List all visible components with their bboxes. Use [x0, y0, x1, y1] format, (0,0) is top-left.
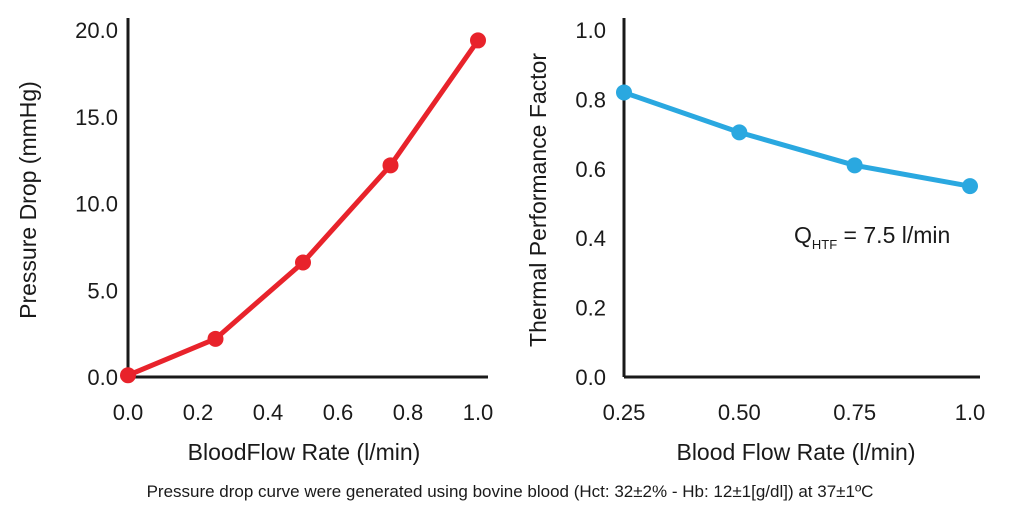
tpf-y-tick-label: 0.4 — [575, 226, 606, 251]
tpf-data-point — [616, 84, 632, 101]
pd-x-axis-label: BloodFlow Rate (l/min) — [188, 439, 421, 465]
tpf-x-tick-label: 0.75 — [833, 400, 876, 425]
footnote: Pressure drop curve were generated using… — [146, 482, 874, 501]
pd-y-tick-label: 0.0 — [87, 365, 118, 390]
thermal-performance-chart: 0.0 0.2 0.4 0.6 0.8 1.0 0.25 0.50 0.75 1.0 Blood F… — [525, 18, 985, 465]
qhtf-annotation: QHTF = 7.5 l/min — [794, 222, 950, 252]
tpf-x-tick-label: 0.50 — [718, 400, 761, 425]
pd-data-point — [120, 367, 136, 384]
pd-series-line — [125, 37, 481, 378]
pd-x-tick-label: 0.6 — [323, 400, 354, 425]
tpf-y-tick-label: 1.0 — [575, 18, 606, 43]
pd-x-tick-label: 1.0 — [463, 400, 494, 425]
tpf-series-line — [621, 89, 973, 189]
pd-y-tick-label: 10.0 — [75, 192, 118, 217]
tpf-y-tick-label: 0.6 — [575, 157, 606, 182]
tpf-y-axis-label: Thermal Performance Factor — [525, 53, 551, 347]
pd-y-tick-label: 20.0 — [75, 18, 118, 43]
pd-data-point — [207, 330, 224, 347]
pd-y-tick-label: 15.0 — [75, 105, 118, 130]
pd-x-tick-label: 0.8 — [393, 400, 424, 425]
pd-data-point — [470, 32, 486, 49]
pd-y-tick-label: 5.0 — [87, 278, 118, 303]
pd-x-tick-label: 0.2 — [183, 400, 214, 425]
tpf-x-tick-label: 1.0 — [955, 400, 986, 425]
tpf-y-tick-label: 0.2 — [575, 296, 606, 321]
tpf-y-tick-label: 0.0 — [575, 365, 606, 390]
pd-y-axis-label: Pressure Drop (mmHg) — [15, 81, 41, 319]
tpf-x-tick-label: 0.25 — [603, 400, 646, 425]
tpf-data-point — [962, 178, 978, 195]
pressure-drop-chart: 0.0 5.0 10.0 15.0 20.0 0.0 0.2 0.4 0.6 0.8 1.0 Bloo… — [15, 18, 493, 465]
tpf-y-tick-label: 0.8 — [575, 87, 606, 112]
tpf-data-point — [731, 124, 748, 141]
pd-data-point — [295, 254, 311, 271]
tpf-x-axis-label: Blood Flow Rate (l/min) — [676, 439, 915, 465]
pd-data-point — [382, 157, 399, 174]
tpf-data-point — [846, 157, 863, 174]
pd-x-tick-label: 0.0 — [113, 400, 144, 425]
pd-x-tick-label: 0.4 — [253, 400, 284, 425]
